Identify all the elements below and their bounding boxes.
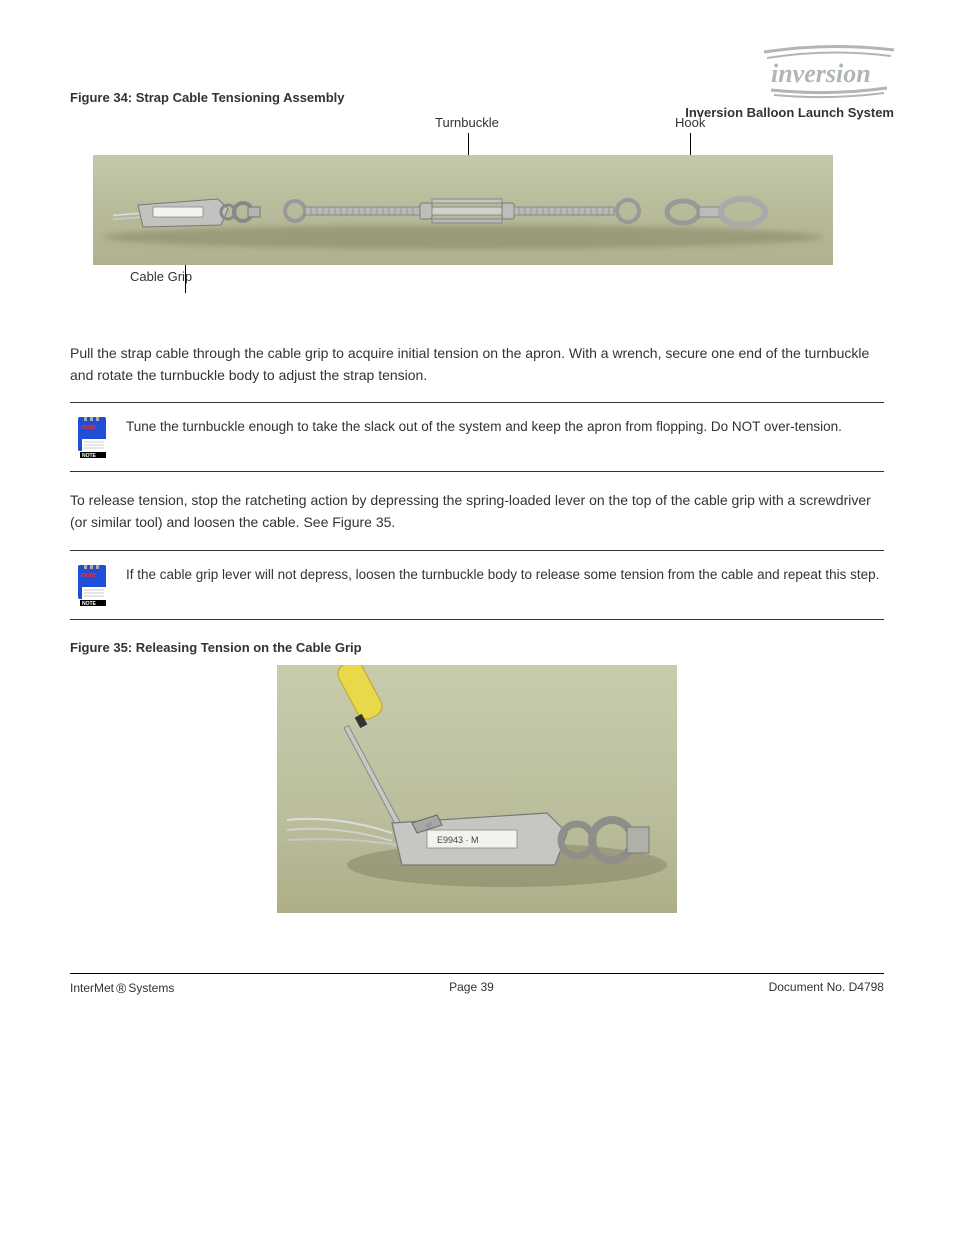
footer-right: Document No. D4798 — [769, 980, 884, 996]
callout-line — [185, 265, 186, 293]
note-icon: note NOTE — [74, 413, 114, 461]
note-2-text: If the cable grip lever will not depress… — [126, 561, 879, 585]
figure1-label-hook: Hook — [675, 115, 705, 130]
note-1-text: Tune the turnbuckle enough to take the s… — [126, 413, 842, 437]
figure1-cable-grip — [113, 197, 263, 231]
figure1-photo — [93, 155, 833, 265]
figure2-caption: Figure 35: Releasing Tension on the Cabl… — [70, 640, 884, 655]
svg-text:note: note — [81, 572, 96, 579]
paragraph-1: Pull the strap cable through the cable g… — [70, 343, 884, 386]
brand-logo: inversion — [759, 40, 899, 100]
svg-text:note: note — [81, 424, 96, 431]
footer-center: Page 39 — [449, 980, 494, 996]
figure1-turnbuckle — [283, 193, 653, 229]
figure1-label-turnbuckle: Turnbuckle — [435, 115, 499, 130]
footer-left: InterMet® Systems — [70, 980, 174, 996]
svg-text:E9943 · M: E9943 · M — [437, 835, 479, 845]
registered-icon: ® — [116, 980, 126, 996]
figure1-label-grip: Cable Grip — [130, 269, 884, 284]
svg-text:NOTE: NOTE — [82, 601, 97, 607]
figure1-hook — [663, 195, 793, 229]
figure2-photo: E9943 · M — [277, 665, 677, 913]
logo-text: inversion — [771, 59, 871, 88]
paragraph-2: To release tension, stop the ratcheting … — [70, 490, 884, 533]
footer: InterMet® Systems Page 39 Document No. D… — [70, 973, 884, 996]
note-icon: note NOTE — [74, 561, 114, 609]
svg-text:NOTE: NOTE — [82, 453, 97, 459]
figure1-container: Turnbuckle Hook — [70, 115, 884, 325]
note-1: note NOTE Tune the turnbuckle enough to … — [70, 402, 884, 472]
note-2: note NOTE If the cable grip lever will n… — [70, 550, 884, 620]
